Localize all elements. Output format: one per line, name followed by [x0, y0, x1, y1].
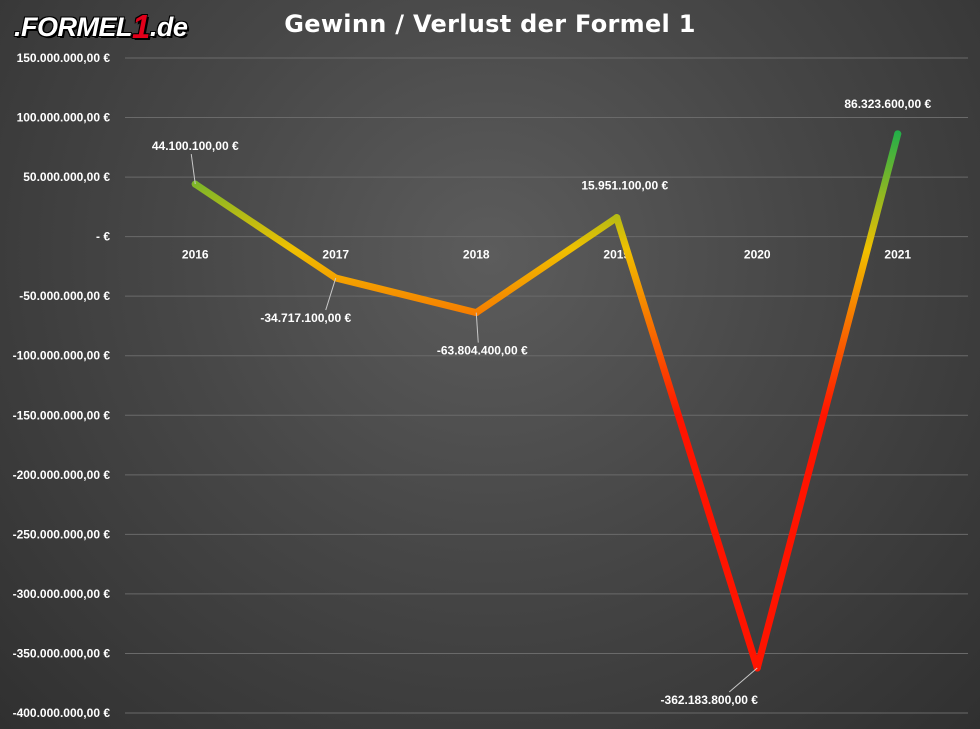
logo-digit: 1	[132, 8, 150, 45]
logo-prefix: .FORMEL	[14, 12, 133, 42]
series-line	[191, 130, 902, 672]
label-leader-line	[190, 154, 196, 185]
x-axis: 2016 2017 2018 2019 2020 2021	[182, 248, 912, 262]
x-tick-label: 2016	[182, 248, 209, 262]
data-label: 44.100.100,00 €	[152, 139, 239, 153]
y-tick-label: -250.000.000,00 €	[13, 527, 111, 541]
x-tick-label: 2018	[463, 248, 490, 262]
x-tick-label: 2021	[884, 248, 911, 262]
x-tick-label: 2020	[744, 248, 771, 262]
line-segment	[613, 214, 761, 672]
data-label: -362.183.800,00 €	[661, 693, 759, 707]
label-leader-line	[325, 277, 337, 311]
data-label: -63.804.400,00 €	[437, 344, 528, 358]
line-segment	[332, 274, 480, 317]
data-point	[894, 130, 902, 138]
y-tick-label: -350.000.000,00 €	[13, 646, 111, 660]
label-leader-line	[475, 312, 479, 343]
data-labels: 44.100.100,00 € -34.717.100,00 € -63.804.4…	[152, 97, 932, 707]
y-tick-label: -200.000.000,00 €	[13, 468, 111, 482]
data-label: -34.717.100,00 €	[260, 311, 351, 325]
y-tick-label: -50.000.000,00 €	[19, 289, 110, 303]
y-tick-label: -300.000.000,00 €	[13, 587, 111, 601]
y-tick-label: 50.000.000,00 €	[23, 170, 110, 184]
line-segment	[191, 180, 340, 282]
data-point	[613, 214, 621, 222]
line-segment	[753, 130, 902, 672]
formel1-logo: .FORMEL 1 .de	[14, 8, 188, 45]
y-tick-label: -150.000.000,00 €	[13, 408, 111, 422]
y-tick-label: 150.000.000,00 €	[17, 51, 111, 65]
y-axis: 150.000.000,00 € 100.000.000,00 € 50.000.0…	[13, 51, 111, 720]
data-label: 86.323.600,00 €	[844, 97, 931, 111]
chart-title: Gewinn / Verlust der Formel 1	[284, 10, 696, 38]
y-tick-label: - €	[96, 230, 110, 244]
line-segment	[472, 214, 621, 317]
x-tick-label: 2017	[322, 248, 349, 262]
label-leader-line	[728, 667, 758, 693]
y-tick-label: -100.000.000,00 €	[13, 349, 111, 363]
y-tick-label: -400.000.000,00 €	[13, 706, 111, 720]
gridlines	[125, 57, 968, 714]
y-tick-label: 100.000.000,00 €	[17, 111, 111, 125]
logo-suffix: .de	[149, 12, 188, 42]
data-label: 15.951.100,00 €	[581, 179, 668, 193]
